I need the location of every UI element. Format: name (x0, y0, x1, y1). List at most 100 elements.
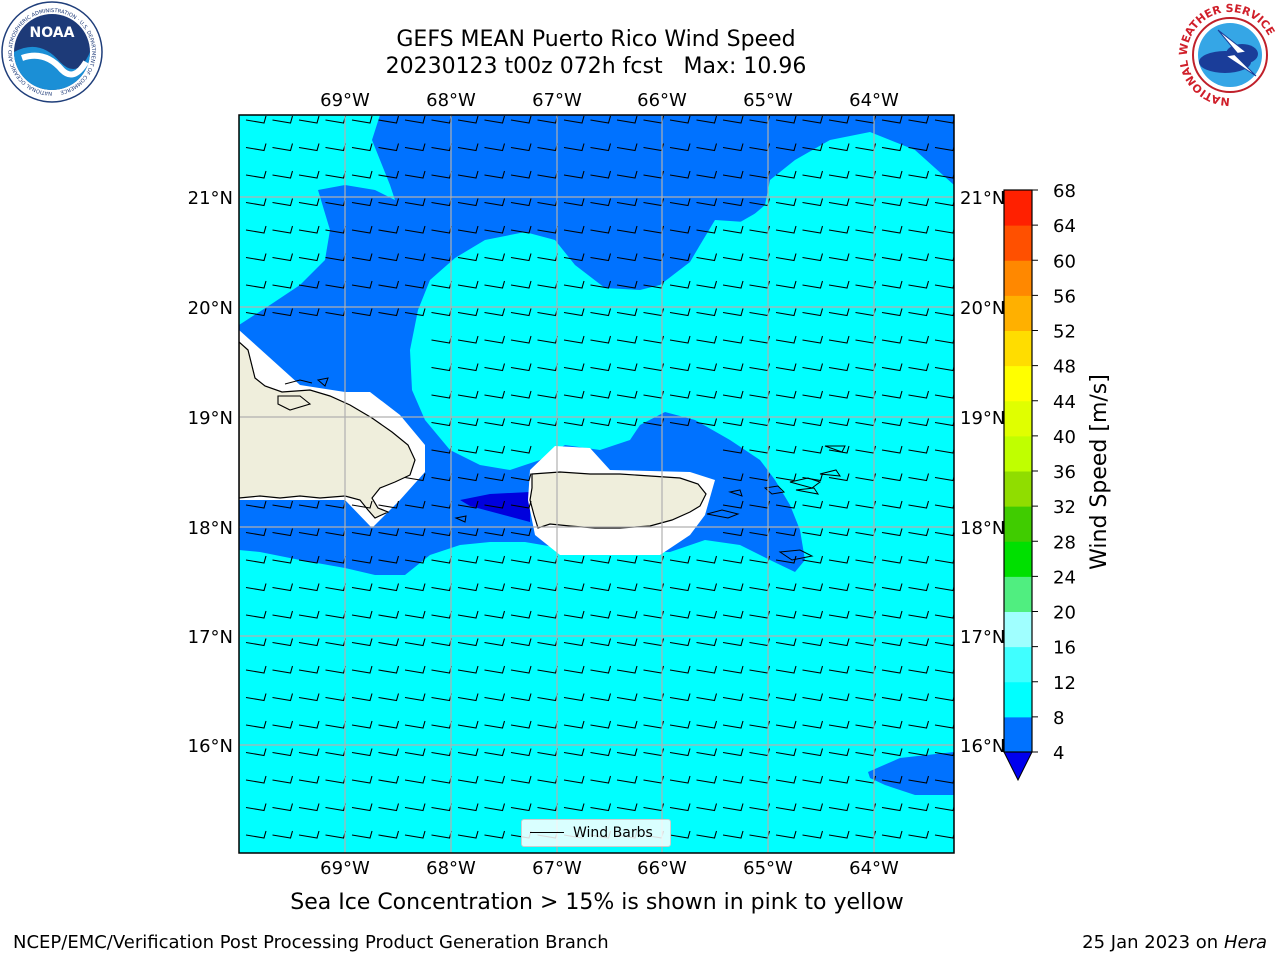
lon-label-bottom: 69°W (320, 858, 370, 879)
wind-barb (934, 749, 954, 757)
noaa-logo-icon: NOAA NATIONAL OCEANIC AND ATMOSPHERIC AD… (1, 1, 103, 103)
wind-barb (245, 583, 267, 592)
wind-barb (775, 308, 797, 317)
wind-barb (908, 500, 930, 509)
wind-barb (272, 115, 294, 124)
wind-barb (484, 528, 506, 537)
wind-barb (775, 610, 797, 619)
wind-barb (404, 775, 426, 784)
wind-barb (590, 363, 612, 372)
wind-barb (802, 775, 824, 784)
wind-barb (802, 390, 824, 399)
wind-barb (722, 555, 744, 564)
wind-barb (722, 253, 744, 262)
wind-barb (616, 253, 638, 262)
wind-barb (616, 693, 638, 702)
wind-barb (510, 445, 532, 454)
wind-barb (457, 363, 479, 372)
wind-barb (828, 198, 850, 207)
wind-barb (272, 583, 294, 592)
wind-barb (696, 253, 718, 262)
wind-barb (802, 225, 824, 234)
colorbar-segment (1004, 330, 1032, 367)
wind-barb (934, 282, 954, 289)
wind-barb (457, 775, 479, 784)
wind-barb (722, 115, 744, 124)
wind-barb (457, 720, 479, 729)
wind-barb (908, 555, 930, 564)
wind-barb (457, 665, 479, 674)
wind-barb (563, 720, 585, 729)
wind-barb (722, 280, 744, 289)
lat-label-left: 18°N (188, 518, 233, 539)
wind-barb (298, 528, 320, 537)
wind-barb (934, 529, 954, 537)
wind-barb (669, 748, 691, 757)
colorbar-segment (1004, 611, 1032, 648)
wind-barb (881, 225, 903, 234)
wind-barb (881, 363, 903, 372)
wind-barb (563, 363, 585, 372)
wind-barb (669, 665, 691, 674)
wind-barb (616, 665, 638, 674)
wind-barb (351, 803, 373, 812)
wind-barb (934, 474, 954, 482)
wind-barb (404, 583, 426, 592)
footer-date: 25 Jan 2023 on Hera (1082, 932, 1267, 953)
wind-barb (510, 638, 532, 647)
wind-barb (298, 665, 320, 674)
land-turks-caicos (284, 377, 329, 387)
wind-barb (378, 610, 400, 619)
wind-barb (616, 280, 638, 289)
wind-barb (828, 555, 850, 564)
wind-barb (457, 748, 479, 757)
colorbar-segment (1004, 190, 1032, 226)
wind-barb (775, 693, 797, 702)
lat-label-right: 20°N (960, 298, 1005, 319)
lon-label-top: 67°W (532, 90, 582, 111)
wind-barb (563, 198, 585, 207)
wind-barb (722, 363, 744, 372)
colorbar-segment (1004, 716, 1032, 753)
wind-barb (378, 170, 400, 179)
wind-barb (881, 143, 903, 152)
wind-barb (802, 803, 824, 812)
wind-barb (245, 225, 267, 234)
colorbar-tick-label: 32 (1053, 497, 1076, 518)
wind-barb (590, 280, 612, 289)
wind-barb (828, 748, 850, 757)
wind-barb (298, 638, 320, 647)
wind-barb (563, 748, 585, 757)
wind-barb (484, 775, 506, 784)
wind-barb (802, 115, 824, 124)
wind-barb (484, 555, 506, 564)
wind-barb (775, 720, 797, 729)
wind-barb (669, 583, 691, 592)
colorbar-tick-label: 12 (1053, 673, 1076, 694)
wind-barb (484, 583, 506, 592)
wind-barb (722, 500, 744, 509)
wind-barb (298, 225, 320, 234)
wind-barb (563, 390, 585, 399)
wind-barb (934, 804, 954, 812)
wind-barb (510, 363, 532, 372)
wind-barb (722, 803, 744, 812)
wind-barb (563, 225, 585, 234)
wind-barb (828, 528, 850, 537)
wind-barb (934, 337, 954, 344)
wind-barb (484, 115, 506, 124)
wind-barb (722, 610, 744, 619)
wind-barb (351, 143, 373, 152)
wind-barb (908, 363, 930, 372)
colorbar-tick-label: 64 (1053, 216, 1076, 237)
wind-barb (669, 308, 691, 317)
wind-barb (669, 143, 691, 152)
wind-barb (669, 280, 691, 289)
wind-barb (828, 335, 850, 344)
colorbar-tick-label: 8 (1053, 708, 1064, 729)
wind-barb (775, 803, 797, 812)
wind-barb (934, 144, 954, 152)
wind-barb (934, 392, 954, 399)
wind-barb (616, 775, 638, 784)
